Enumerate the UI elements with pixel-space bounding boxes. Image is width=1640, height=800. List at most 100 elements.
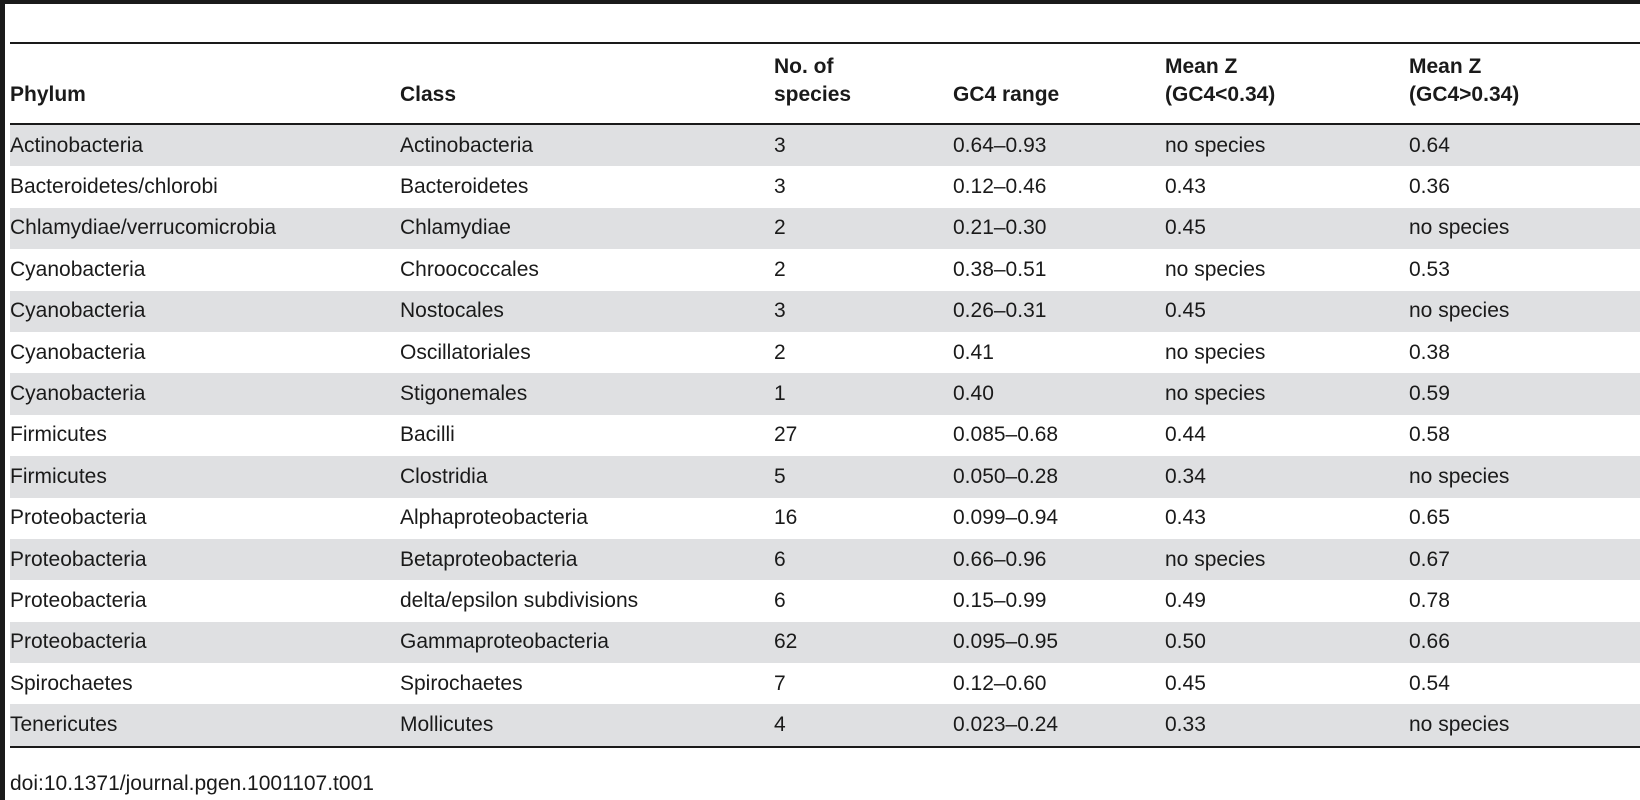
header-gc4-range: GC4 range (953, 44, 1165, 124)
cell-species-count: 3 (774, 133, 786, 157)
cell-class: Bacteroidetes (400, 175, 529, 199)
header-line: Class (400, 83, 457, 106)
cell-mean-z-high: 0.53 (1409, 257, 1450, 281)
table-row: Cyanobacteria Chroococcales 2 0.38–0.51 no s… (10, 249, 1640, 290)
cell-phylum: Cyanobacteria (10, 382, 146, 406)
cell-mean-z-high: 0.65 (1409, 506, 1450, 530)
cell-gc4-range: 0.40 (953, 382, 994, 406)
table-container: Phylum Class No. of species GC4 range Me… (10, 42, 1640, 748)
cell-gc4-range: 0.21–0.30 (953, 216, 1047, 240)
cell-mean-z-low: 0.45 (1165, 299, 1206, 323)
header-line: Mean Z (1409, 55, 1482, 78)
cell-phylum: Firmicutes (10, 423, 107, 447)
cell-phylum: Actinobacteria (10, 133, 144, 157)
cell-phylum: Proteobacteria (10, 506, 147, 530)
cell-class: Bacilli (400, 423, 455, 447)
cell-mean-z-low: no species (1165, 257, 1266, 281)
cell-gc4-range: 0.26–0.31 (953, 299, 1047, 323)
header-mean-z-high: Mean Z (GC4>0.34) (1409, 44, 1640, 124)
cell-phylum: Firmicutes (10, 464, 107, 488)
cell-species-count: 3 (774, 299, 786, 323)
cell-mean-z-high: 0.58 (1409, 423, 1450, 447)
cell-mean-z-high: no species (1409, 216, 1510, 240)
table-body: Actinobacteria Actinobacteria 3 0.64–0.93 no… (10, 124, 1640, 747)
header-line: (GC4>0.34) (1409, 83, 1520, 106)
cell-mean-z-low: 0.33 (1165, 713, 1206, 737)
cell-gc4-range: 0.38–0.51 (953, 257, 1047, 281)
table-row: Proteobacteria Gammaproteobacteria 62 0.095… (10, 621, 1640, 664)
cell-species-count: 27 (774, 423, 798, 447)
cell-species-count: 6 (774, 588, 786, 612)
cell-mean-z-high: no species (1409, 713, 1510, 737)
cell-phylum: Cyanobacteria (10, 257, 146, 281)
cell-phylum: Proteobacteria (10, 547, 147, 571)
cell-mean-z-low: 0.49 (1165, 588, 1206, 612)
cell-species-count: 7 (774, 671, 786, 695)
species-table: Phylum Class No. of species GC4 range Me… (10, 44, 1640, 748)
cell-gc4-range: 0.085–0.68 (953, 423, 1059, 447)
cell-gc4-range: 0.15–0.99 (953, 588, 1047, 612)
table-row: Proteobacteria Betaproteobacteria 6 0.66–0.… (10, 538, 1640, 581)
header-line: species (774, 83, 852, 106)
table-top-rule (10, 42, 1640, 44)
cell-gc4-range: 0.050–0.28 (953, 464, 1059, 488)
cell-mean-z-high: 0.54 (1409, 671, 1450, 695)
header-line: No. of (774, 55, 834, 78)
cell-mean-z-high: 0.36 (1409, 175, 1450, 199)
table-row: Chlamydiae/verrucomicrobia Chlamydiae 2 0.2… (10, 207, 1640, 250)
header-phylum: Phylum (10, 44, 400, 124)
cell-mean-z-low: no species (1165, 382, 1266, 406)
cell-mean-z-low: 0.45 (1165, 671, 1206, 695)
table-row: Cyanobacteria Stigonemales 1 0.40 no species… (10, 373, 1640, 415)
header-line: Mean Z (1165, 55, 1238, 78)
cell-phylum: Tenericutes (10, 713, 118, 737)
table-row: Spirochaetes Spirochaetes 7 0.12–0.60 0.45 0.… (10, 663, 1640, 704)
cell-gc4-range: 0.099–0.94 (953, 506, 1059, 530)
cell-gc4-range: 0.095–0.95 (953, 630, 1059, 654)
cell-phylum: Cyanobacteria (10, 340, 146, 364)
cell-mean-z-high: 0.59 (1409, 382, 1450, 406)
header-line: GC4 range (953, 83, 1060, 106)
cell-mean-z-low: 0.44 (1165, 423, 1206, 447)
cell-species-count: 3 (774, 175, 786, 199)
cell-mean-z-low: no species (1165, 547, 1266, 571)
table-row: Firmicutes Clostridia 5 0.050–0.28 0.34 no sp… (10, 456, 1640, 498)
cell-phylum: Spirochaetes (10, 671, 133, 695)
cell-class: Alphaproteobacteria (400, 506, 588, 530)
table-row: Proteobacteria Alphaproteobacteria 16 0.099… (10, 498, 1640, 539)
cell-class: Chlamydiae (400, 216, 511, 240)
cell-mean-z-low: 0.50 (1165, 630, 1206, 654)
cell-species-count: 1 (774, 382, 786, 406)
header-row: Phylum Class No. of species GC4 range Me… (10, 44, 1640, 124)
cell-class: Actinobacteria (400, 133, 534, 157)
cell-phylum: Proteobacteria (10, 630, 147, 654)
cell-gc4-range: 0.64–0.93 (953, 133, 1047, 157)
cell-mean-z-high: no species (1409, 464, 1510, 488)
cell-gc4-range: 0.12–0.60 (953, 671, 1047, 695)
header-line: (GC4<0.34) (1165, 83, 1276, 106)
cell-class: Oscillatoriales (400, 340, 531, 364)
cell-phylum: Bacteroidetes/chlorobi (10, 175, 218, 199)
cell-phylum: Proteobacteria (10, 588, 147, 612)
table-row: Firmicutes Bacilli 27 0.085–0.68 0.44 0.58 (10, 415, 1640, 456)
cell-mean-z-high: 0.78 (1409, 588, 1450, 612)
cell-class: delta/epsilon subdivisions (400, 588, 639, 612)
cell-class: Spirochaetes (400, 671, 523, 695)
cell-species-count: 4 (774, 713, 786, 737)
header-mean-z-low: Mean Z (GC4<0.34) (1165, 44, 1409, 124)
cell-phylum: Cyanobacteria (10, 299, 146, 323)
cell-mean-z-low: 0.43 (1165, 506, 1206, 530)
table-row: Tenericutes Mollicutes 4 0.023–0.24 0.33 no s… (10, 704, 1640, 747)
table-header: Phylum Class No. of species GC4 range Me… (10, 44, 1640, 124)
cell-mean-z-low: no species (1165, 133, 1266, 157)
cell-class: Chroococcales (400, 257, 539, 281)
table-row: Actinobacteria Actinobacteria 3 0.64–0.93 no… (10, 124, 1640, 167)
cell-phylum: Chlamydiae/verrucomicrobia (10, 216, 277, 240)
cell-class: Stigonemales (400, 382, 528, 406)
cell-mean-z-high: 0.38 (1409, 340, 1450, 364)
cell-species-count: 62 (774, 630, 798, 654)
cell-species-count: 6 (774, 547, 786, 571)
table-row: Bacteroidetes/chlorobi Bacteroidetes 3 0.12… (10, 166, 1640, 207)
cell-species-count: 2 (774, 257, 786, 281)
cell-class: Betaproteobacteria (400, 547, 578, 571)
